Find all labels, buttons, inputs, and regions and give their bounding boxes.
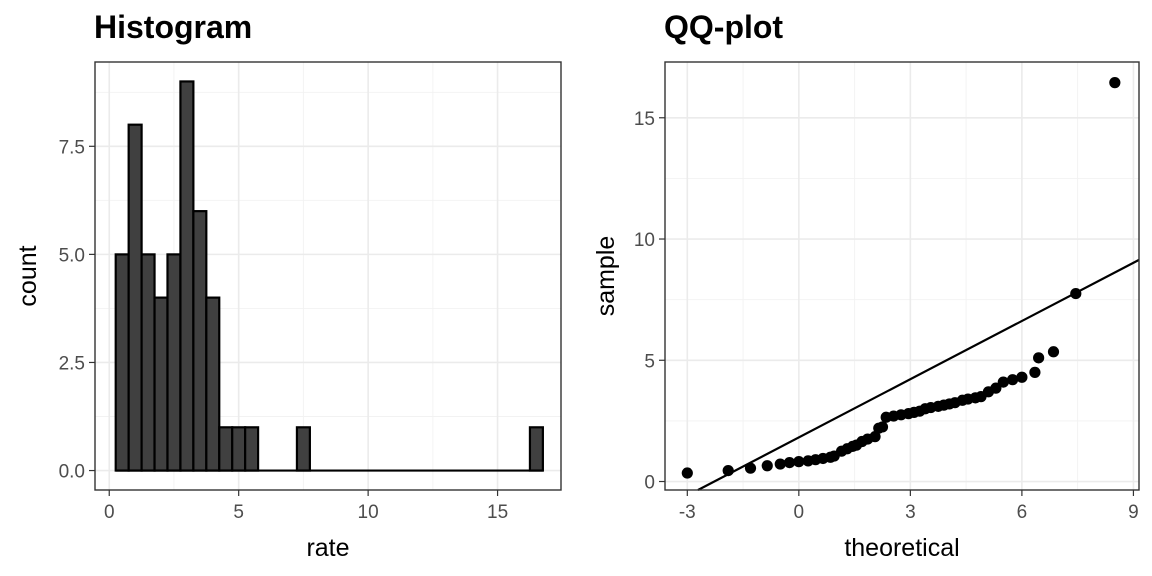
qq-plot-x-tick-label: 3 xyxy=(905,502,916,523)
histogram-ticks: 0 5 10 15 0.0 2.5 5.0 7.5 xyxy=(59,137,509,523)
histogram-y-axis-label: count xyxy=(14,245,42,306)
histogram-panel: 0 5 10 15 0.0 2.5 5.0 7.5 xyxy=(59,61,562,523)
histogram-x-tick-label: 10 xyxy=(358,502,379,523)
histogram-bar xyxy=(114,253,130,472)
qq-plot-point xyxy=(681,467,693,479)
histogram-bar xyxy=(166,253,182,472)
qq-plot-point xyxy=(869,431,881,443)
qq-plot-point xyxy=(876,421,889,433)
qq-plot-title: QQ-plot xyxy=(664,9,783,45)
qq-plot-y-tick-label: 15 xyxy=(634,109,655,130)
histogram-bar xyxy=(140,253,156,472)
qq-plot-ticks: -3 0 3 6 9 0 5 10 15 xyxy=(634,109,1139,523)
histogram-y-tick-label: 2.5 xyxy=(59,353,85,374)
qq-plot-point xyxy=(1007,374,1019,386)
histogram-bars xyxy=(114,80,544,472)
histogram-bar xyxy=(218,426,234,472)
qq-plot-point xyxy=(793,456,805,468)
qq-plot-marks xyxy=(681,77,1140,491)
qq-plot-point xyxy=(1033,352,1045,364)
histogram-x-tick-label: 5 xyxy=(233,502,244,523)
histogram-bar xyxy=(528,426,544,472)
qq-plot-y-axis-label: sample xyxy=(592,236,620,317)
qq-plot-x-tick-label: 0 xyxy=(794,502,805,523)
qq-plot-point xyxy=(783,456,796,469)
histogram-x-axis-label: rate xyxy=(306,534,349,562)
histogram-bar xyxy=(295,426,311,472)
histogram-gridlines xyxy=(95,62,561,490)
qq-plot-point xyxy=(761,460,773,472)
qq-plot-point xyxy=(1070,287,1082,300)
histogram-panel-border xyxy=(94,61,562,491)
qq-plot-y-tick-label: 0 xyxy=(644,473,655,494)
qq-plot-x-axis-label: theoretical xyxy=(844,534,959,562)
qq-plot-y-tick-label: 5 xyxy=(644,351,655,372)
qq-plot-point xyxy=(774,458,786,470)
qq-plot-y-tick-label: 10 xyxy=(634,230,655,251)
qq-plot-point xyxy=(1016,371,1028,383)
qq-plot-gridlines xyxy=(665,62,1139,490)
histogram-y-tick-label: 7.5 xyxy=(59,137,85,158)
histogram-bar xyxy=(192,210,208,472)
histogram-y-tick-label: 0.0 xyxy=(59,462,85,483)
qq-plot-point xyxy=(722,465,734,477)
qq-plot-point xyxy=(1029,366,1041,378)
qq-plot-point xyxy=(997,376,1009,388)
histogram-title: Histogram xyxy=(94,9,252,45)
qq-plot-reference-line xyxy=(697,258,1140,491)
qq-plot-x-tick-label: -3 xyxy=(679,502,696,523)
histogram-bar xyxy=(231,426,247,472)
histogram-bar xyxy=(179,80,195,472)
qq-plot-point xyxy=(1109,77,1121,89)
qq-plot-panel: -3 0 3 6 9 0 5 10 15 xyxy=(634,61,1140,523)
histogram-x-tick-label: 15 xyxy=(487,502,508,523)
qq-plot-point xyxy=(990,382,1002,394)
histogram-y-tick-label: 5.0 xyxy=(59,245,85,266)
qq-plot-panel-border xyxy=(664,61,1140,491)
histogram-bar xyxy=(205,296,221,472)
histogram-bar xyxy=(153,296,169,472)
histogram-bar xyxy=(244,426,260,472)
qq-plot-x-tick-label: 6 xyxy=(1017,502,1028,523)
qq-plot-point xyxy=(1047,346,1060,358)
qq-plot-background xyxy=(665,62,1139,490)
histogram-x-tick-label: 0 xyxy=(104,502,115,523)
qq-plot-x-tick-label: 9 xyxy=(1128,502,1139,523)
qq-plot-point xyxy=(744,462,757,474)
histogram-bar xyxy=(127,123,143,472)
